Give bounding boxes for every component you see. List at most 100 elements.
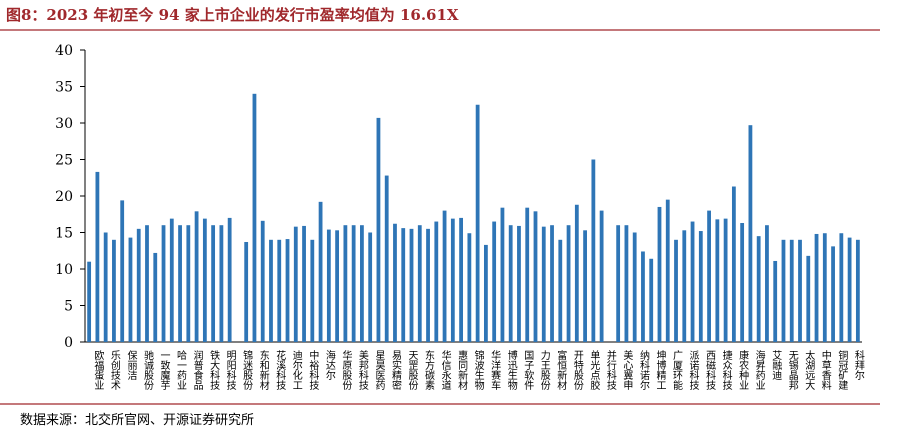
bar [434, 221, 439, 342]
x-tick-label: 艾融迪 [770, 350, 782, 381]
bar [500, 207, 505, 342]
x-tick-label: 欧福蛋业 [92, 350, 104, 390]
bar [194, 211, 199, 342]
bar [715, 219, 720, 342]
x-tick-label: 广厦环能 [671, 350, 683, 391]
x-tick-label: 一致魔芋 [158, 350, 170, 390]
bar [244, 241, 249, 342]
bar [128, 237, 133, 342]
bar [781, 239, 786, 342]
bar [360, 225, 364, 342]
bar [806, 255, 811, 342]
bar [847, 237, 852, 342]
x-tick-label: 华信永道 [439, 349, 451, 390]
bar [459, 217, 464, 342]
bar [756, 236, 761, 342]
x-tick-label: 美心翼申 [621, 349, 633, 391]
bar [293, 226, 298, 342]
bar [773, 260, 778, 342]
x-tick-label: 科拜尔 [852, 349, 864, 380]
x-tick-label: 纳科诺尔 [637, 349, 649, 390]
x-tick-label: 华洋赛车 [489, 349, 501, 391]
bar [335, 230, 340, 342]
x-tick-label: 捷众科技 [720, 349, 732, 391]
bar [707, 210, 711, 342]
bar [583, 230, 587, 342]
bar [740, 223, 745, 342]
bar [657, 206, 662, 342]
bar [227, 217, 232, 342]
x-tick-label: 铁大科技 [208, 349, 220, 391]
bar [145, 225, 149, 342]
bar [401, 228, 406, 342]
bar [698, 231, 703, 342]
x-tick-label: 锦波生物 [472, 349, 484, 391]
x-tick-label: 无锡晶邦 [786, 350, 798, 391]
x-tick-label: 开特股份 [571, 350, 583, 391]
x-tick-label: 润普食品 [191, 349, 203, 391]
bar [417, 225, 422, 342]
bar [831, 246, 835, 342]
x-tick-label: 东方碳素 [423, 349, 435, 390]
bar [450, 218, 455, 342]
x-tick-label: 太湖远大 [803, 349, 815, 391]
source: 数据来源：北交所官网、开源证券研究所 [20, 412, 254, 428]
bar [541, 226, 546, 342]
y-tick-label: 5 [64, 299, 73, 315]
bar [161, 225, 166, 342]
x-tick-label: 花溪科技 [274, 349, 286, 391]
bar [550, 225, 554, 342]
x-tick-label: 西磁科技 [704, 350, 716, 391]
chart-title: 图8：2023 年初至今 94 家上市企业的发行市盈率均值为 16.61X [6, 6, 459, 24]
bar [326, 229, 331, 342]
bar [310, 239, 315, 342]
bar [566, 225, 571, 342]
bar [120, 200, 125, 342]
y-tick-label: 20 [55, 189, 73, 205]
x-tick-label: 东和新材 [257, 349, 269, 390]
x-tick-label: 国子软件 [522, 350, 534, 391]
bar [467, 233, 472, 342]
bar [368, 232, 373, 342]
bar [103, 232, 108, 342]
bar [641, 251, 645, 342]
bar [682, 230, 687, 342]
x-tick-label: 美邦科技 [356, 349, 368, 391]
bar [591, 159, 596, 342]
bar [723, 218, 728, 342]
x-tick-label: 惠同新材 [456, 349, 468, 390]
x-tick-label: 中裕科技 [307, 349, 319, 391]
x-tick-label: 海昇药业 [753, 349, 765, 390]
bar [409, 228, 414, 342]
bar [533, 211, 538, 342]
bar [525, 207, 530, 342]
x-tick-label: 单光点胶 [588, 350, 600, 391]
bar [252, 93, 257, 342]
bar [649, 258, 654, 342]
bar [186, 225, 191, 342]
bar [277, 239, 282, 342]
bar [178, 225, 182, 342]
x-tick-label: 乐创技术 [108, 350, 120, 391]
bar [95, 171, 100, 342]
bar [202, 218, 207, 342]
bar [351, 225, 356, 342]
bar [302, 225, 306, 342]
bar [599, 210, 604, 342]
bar [632, 232, 637, 342]
y-tick-label: 25 [55, 153, 73, 169]
bar [260, 220, 265, 342]
x-tick-label: 保丽洁 [125, 349, 137, 381]
x-tick-label: 坤博精工 [654, 349, 666, 390]
bar [483, 244, 488, 342]
x-tick-label: 力王股份 [538, 349, 550, 391]
bar [393, 223, 397, 342]
bar [475, 104, 480, 342]
x-tick-label: 铜冠矿建 [836, 350, 848, 390]
bar [508, 225, 513, 342]
bar [285, 239, 290, 342]
bar [219, 225, 224, 342]
bar [153, 252, 158, 342]
bar [442, 210, 447, 342]
bar [765, 225, 769, 342]
